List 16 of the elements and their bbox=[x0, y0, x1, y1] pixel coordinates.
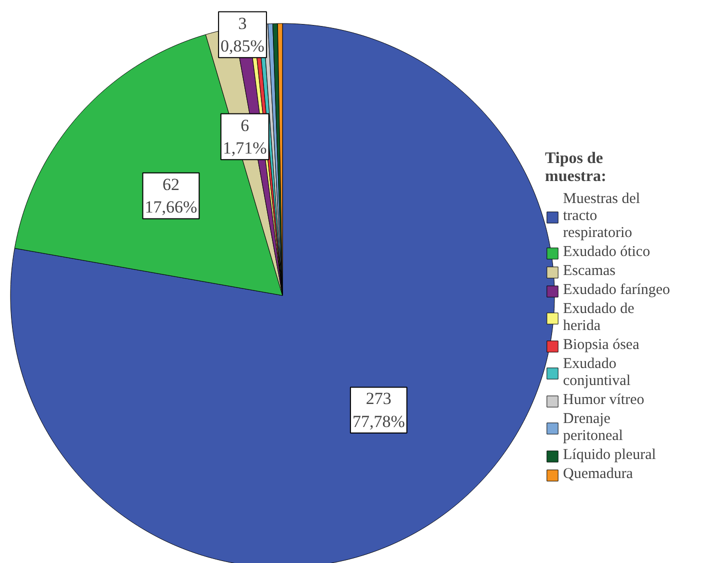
data-label: 6 1,71% bbox=[222, 116, 267, 158]
legend-label: Biopsia ósea bbox=[563, 337, 640, 354]
legend-label: Exudado conjuntival bbox=[563, 356, 630, 390]
legend-label: Humor vítreo bbox=[563, 392, 644, 409]
legend-label: Quemadura bbox=[563, 466, 633, 483]
legend-label: Exudado ótico bbox=[563, 244, 650, 261]
data-label: 273 77,78% bbox=[352, 389, 405, 431]
legend-label: Muestras del tracto respiratorio bbox=[563, 191, 640, 242]
legend-label: Exudado faríngeo bbox=[563, 282, 670, 299]
legend-label: Exudado de herida bbox=[563, 301, 634, 335]
legend-label: Escamas bbox=[563, 263, 616, 280]
data-label: 3 0,85% bbox=[220, 14, 264, 56]
data-label: 62 17,66% bbox=[144, 174, 198, 217]
legend-label: Líquido pleural bbox=[563, 447, 656, 464]
legend-title: Tipos de muestra: bbox=[545, 150, 608, 186]
legend-label: Drenaje peritoneal bbox=[563, 411, 623, 445]
